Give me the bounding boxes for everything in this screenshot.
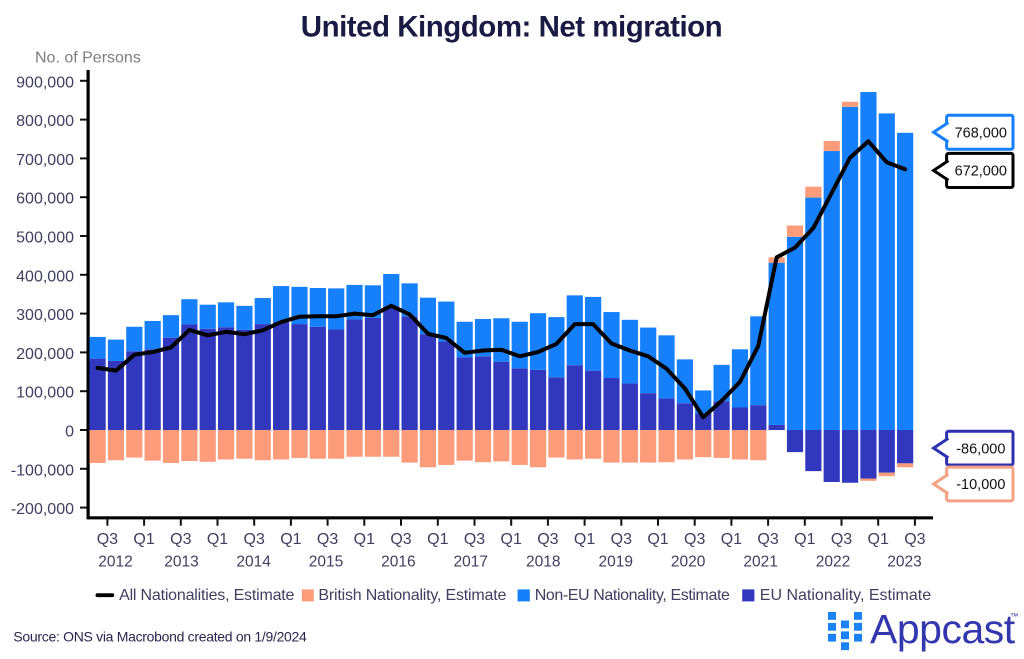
svg-text:British Nationality, Estimate: British Nationality, Estimate (318, 587, 506, 604)
svg-text:Q1: Q1 (794, 531, 815, 548)
svg-text:No. of Persons: No. of Persons (35, 50, 141, 67)
svg-text:200,000: 200,000 (16, 346, 74, 363)
svg-text:Q1: Q1 (868, 531, 889, 548)
svg-text:Q1: Q1 (647, 531, 668, 548)
svg-text:800,000: 800,000 (16, 113, 74, 130)
svg-text:Q3: Q3 (170, 531, 191, 548)
svg-text:2014: 2014 (236, 554, 271, 571)
svg-text:Q3: Q3 (757, 531, 778, 548)
svg-text:768,000: 768,000 (955, 125, 1007, 141)
svg-text:Q1: Q1 (721, 531, 742, 548)
svg-text:™: ™ (1010, 611, 1019, 621)
svg-text:-100,000: -100,000 (11, 462, 74, 479)
svg-text:2012: 2012 (98, 554, 132, 571)
svg-text:United Kingdom: Net migration: United Kingdom: Net migration (301, 11, 722, 44)
svg-text:Q1: Q1 (280, 531, 301, 548)
svg-text:300,000: 300,000 (16, 307, 74, 324)
svg-text:Q1: Q1 (501, 531, 522, 548)
svg-text:EU Nationality, Estimate: EU Nationality, Estimate (760, 587, 931, 604)
svg-text:Q1: Q1 (354, 531, 375, 548)
svg-text:Q3: Q3 (244, 531, 265, 548)
svg-text:600,000: 600,000 (16, 191, 74, 208)
svg-text:700,000: 700,000 (16, 152, 74, 169)
svg-text:2018: 2018 (526, 554, 560, 571)
svg-text:Non-EU Nationality, Estimate: Non-EU Nationality, Estimate (535, 587, 730, 604)
svg-text:Q3: Q3 (97, 531, 118, 548)
svg-text:2021: 2021 (743, 554, 777, 571)
svg-text:Q3: Q3 (831, 531, 852, 548)
svg-text:2015: 2015 (309, 554, 343, 571)
svg-text:2013: 2013 (164, 554, 198, 571)
svg-text:Source: ONS via Macrobond crea: Source: ONS via Macrobond created on 1/9… (13, 628, 307, 644)
svg-text:2017: 2017 (454, 554, 488, 571)
svg-text:100,000: 100,000 (16, 385, 74, 402)
svg-text:Q3: Q3 (317, 531, 338, 548)
svg-text:672,000: 672,000 (955, 164, 1007, 180)
svg-text:All Nationalities, Estimate: All Nationalities, Estimate (119, 587, 294, 604)
svg-text:2023: 2023 (887, 554, 921, 571)
svg-text:900,000: 900,000 (16, 74, 74, 91)
svg-text:500,000: 500,000 (16, 230, 74, 247)
svg-text:Q3: Q3 (611, 531, 632, 548)
svg-text:Q1: Q1 (427, 531, 448, 548)
svg-text:Q1: Q1 (133, 531, 154, 548)
svg-text:Q3: Q3 (537, 531, 558, 548)
svg-text:0: 0 (65, 424, 74, 441)
svg-text:-10,000: -10,000 (956, 477, 1005, 493)
svg-text:2019: 2019 (598, 554, 632, 571)
svg-text:-200,000: -200,000 (11, 501, 74, 518)
svg-text:Q1: Q1 (574, 531, 595, 548)
svg-text:Q3: Q3 (904, 531, 925, 548)
svg-text:-86,000: -86,000 (956, 441, 1005, 457)
svg-text:Q1: Q1 (207, 531, 228, 548)
svg-text:2016: 2016 (381, 554, 415, 571)
svg-text:2022: 2022 (816, 554, 850, 571)
svg-text:2020: 2020 (671, 554, 706, 571)
svg-text:Q3: Q3 (390, 531, 411, 548)
svg-text:Q3: Q3 (684, 531, 705, 548)
svg-text:Appcast: Appcast (870, 606, 1016, 652)
svg-text:Q3: Q3 (464, 531, 485, 548)
svg-text:400,000: 400,000 (16, 268, 74, 285)
